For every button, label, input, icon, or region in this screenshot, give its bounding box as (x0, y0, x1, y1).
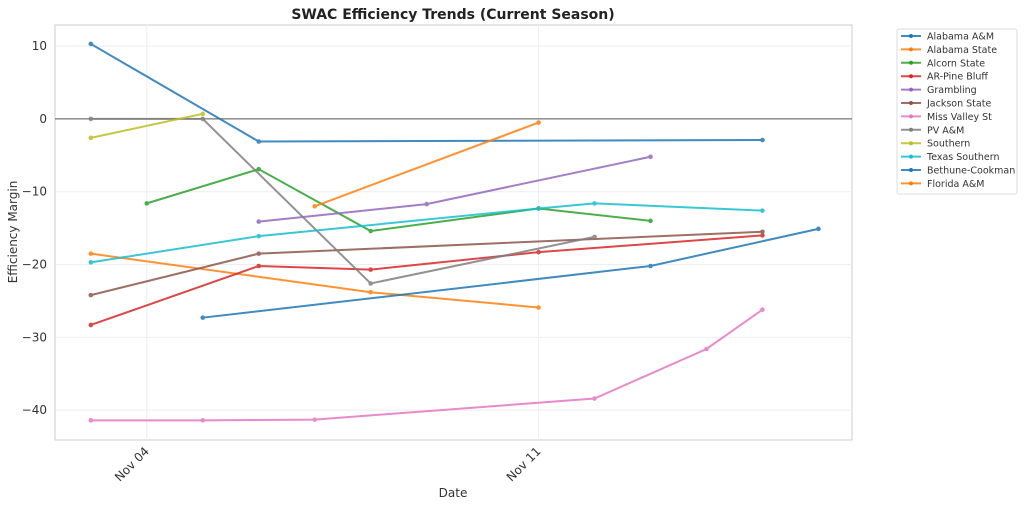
series-miss-valley-st (88, 307, 765, 423)
legend-label: Southern (927, 139, 970, 150)
data-point (88, 251, 94, 256)
data-point (88, 418, 94, 423)
y-tick-label: −40 (22, 403, 47, 417)
data-point (256, 233, 262, 239)
legend-label: Bethune-Cookman (927, 166, 1015, 177)
data-point (704, 346, 709, 352)
data-point (648, 154, 653, 160)
series-southern (88, 111, 206, 141)
data-point (368, 289, 373, 295)
legend-label: Alcorn State (927, 58, 985, 69)
y-tick-label: 0 (39, 112, 47, 126)
legend-marker (909, 101, 913, 105)
legend-label: Texas Southern (926, 152, 1000, 163)
data-point (144, 201, 150, 206)
series-texas-southern (88, 201, 765, 265)
x-tick-label: Nov 04 (112, 444, 152, 484)
data-point (648, 263, 653, 269)
data-point (256, 166, 262, 172)
series-line (90, 117, 595, 285)
data-point (760, 233, 765, 238)
legend: Alabama A&M Alabama State Alcorn State AR-P… (896, 28, 1018, 195)
series-alabama-state (88, 251, 541, 310)
legend-label: Jackson State (926, 99, 991, 110)
legend-label: Alabama State (927, 45, 997, 56)
data-point (88, 322, 94, 328)
data-point (88, 292, 94, 298)
legend-marker (909, 60, 913, 65)
legend-label: Florida A&M (927, 179, 984, 190)
legend-label: Alabama A&M (927, 32, 994, 43)
x-axis-label: Date (439, 486, 468, 500)
legend-marker (909, 114, 913, 119)
legend-marker (909, 47, 913, 52)
series-pv-a-m (88, 116, 597, 286)
data-point (200, 111, 206, 117)
legend-marker (909, 154, 913, 159)
series-bethune-cookman (200, 226, 821, 320)
data-point (312, 203, 317, 209)
y-tick-label: −20 (22, 258, 47, 272)
legend-label: Grambling (927, 85, 977, 96)
legend-marker (909, 87, 913, 92)
data-point (200, 315, 206, 320)
series-line (90, 308, 764, 422)
data-point (592, 201, 597, 206)
data-point (816, 226, 821, 232)
x-ticks: Nov 04 Nov 11 (112, 444, 544, 484)
data-point (760, 229, 765, 235)
data-point (368, 267, 373, 272)
legend-marker (909, 127, 913, 132)
data-point (88, 41, 94, 47)
series-florida-a-m (312, 120, 541, 209)
y-tick-label: −10 (22, 185, 47, 199)
legend-label: AR-Pine Bluff (927, 72, 988, 83)
data-point (592, 396, 597, 401)
legend-marker (909, 34, 913, 38)
data-point (200, 116, 206, 122)
data-point (256, 263, 262, 269)
data-point (760, 307, 765, 312)
data-point (256, 219, 262, 224)
y-tick-label: −30 (22, 330, 47, 344)
data-point (256, 251, 262, 256)
series-line (90, 112, 203, 139)
data-point (312, 417, 317, 422)
data-point (88, 135, 94, 141)
y-axis-label: Efficiency Margin (6, 181, 20, 284)
data-point (648, 218, 653, 224)
legend-marker (909, 141, 913, 146)
data-point (88, 116, 94, 122)
legend-label: Miss Valley St (927, 112, 992, 123)
series-lines (88, 41, 821, 423)
data-point (368, 281, 373, 286)
data-point (760, 137, 765, 143)
data-point (536, 206, 541, 211)
data-point (424, 201, 429, 207)
data-point (88, 260, 94, 265)
data-point (200, 418, 206, 423)
data-point (536, 120, 541, 125)
series-alabama-a-m (88, 41, 765, 144)
series-ar-pine-bluff (88, 233, 765, 328)
legend-marker (909, 168, 913, 172)
legend-marker (909, 74, 913, 79)
series-grambling (256, 154, 653, 224)
data-point (368, 228, 373, 234)
x-tick-label: Nov 11 (504, 444, 544, 484)
plot-area (54, 24, 853, 441)
data-point (592, 234, 597, 240)
legend-marker (909, 181, 913, 186)
y-ticks: 10 0 −10 −20 −30 −40 (22, 39, 47, 417)
chart-title: SWAC Efficiency Trends (Current Season) (291, 7, 614, 23)
data-point (760, 208, 765, 213)
data-point (536, 249, 541, 255)
series-line (314, 121, 539, 208)
y-tick-label: 10 (32, 39, 47, 53)
data-point (256, 139, 262, 144)
data-point (536, 305, 541, 310)
legend-label: PV A&M (927, 125, 964, 136)
